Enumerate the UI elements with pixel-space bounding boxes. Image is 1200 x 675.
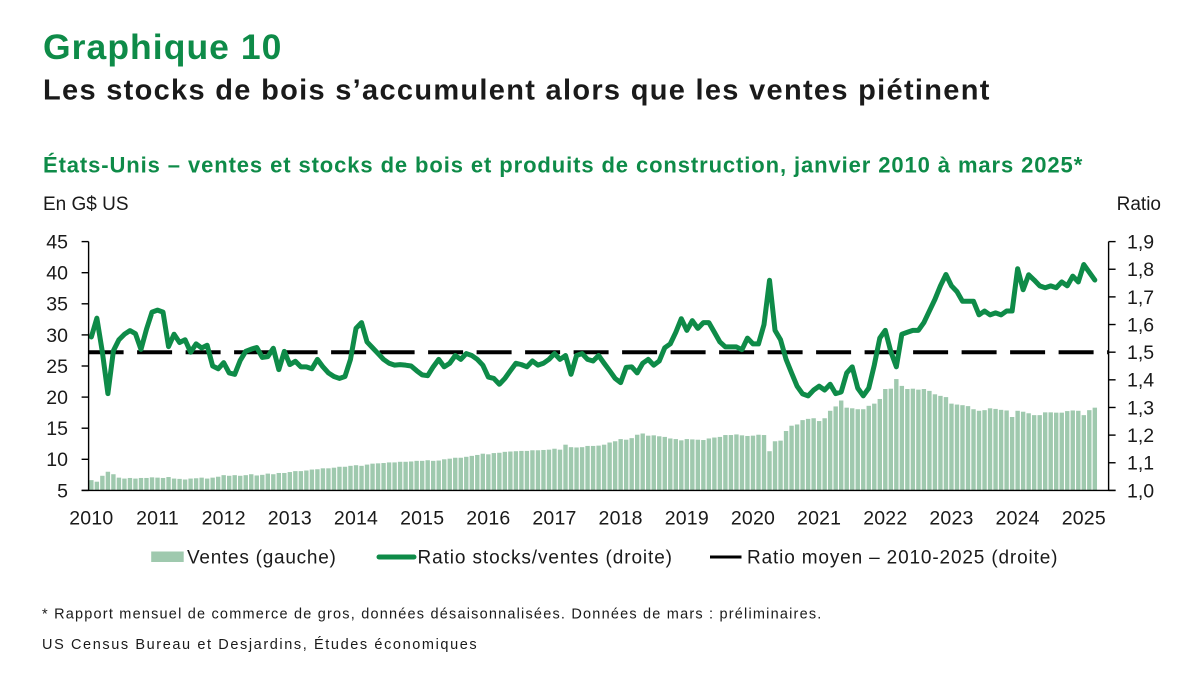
svg-text:20: 20 <box>46 387 68 409</box>
svg-text:2021: 2021 <box>797 508 841 530</box>
svg-text:2018: 2018 <box>599 508 643 530</box>
svg-text:Ratio: Ratio <box>1117 194 1161 215</box>
svg-text:2023: 2023 <box>929 508 973 530</box>
svg-text:30: 30 <box>46 325 68 347</box>
svg-text:1,1: 1,1 <box>1127 453 1154 475</box>
svg-text:Ratio stocks/ventes (droite): Ratio stocks/ventes (droite) <box>418 548 673 569</box>
svg-text:1,6: 1,6 <box>1127 314 1154 336</box>
svg-text:1,5: 1,5 <box>1127 342 1154 364</box>
svg-text:45: 45 <box>46 232 68 254</box>
svg-text:2010: 2010 <box>69 508 113 530</box>
svg-text:2020: 2020 <box>731 508 775 530</box>
svg-text:1,3: 1,3 <box>1127 397 1154 419</box>
svg-text:2013: 2013 <box>268 508 312 530</box>
svg-text:2024: 2024 <box>996 508 1040 530</box>
svg-text:2025: 2025 <box>1062 508 1106 530</box>
svg-text:2012: 2012 <box>202 508 246 530</box>
svg-text:1,0: 1,0 <box>1127 480 1154 502</box>
svg-text:10: 10 <box>46 449 68 471</box>
svg-text:1,4: 1,4 <box>1127 370 1154 392</box>
svg-text:2016: 2016 <box>466 508 510 530</box>
svg-text:US Census Bureau et Desjardins: US Census Bureau et Desjardins, Études é… <box>42 636 478 653</box>
svg-text:Graphique 10: Graphique 10 <box>43 27 282 67</box>
svg-text:1,8: 1,8 <box>1127 259 1154 281</box>
svg-text:2015: 2015 <box>400 508 444 530</box>
svg-text:1,2: 1,2 <box>1127 425 1154 447</box>
svg-text:2019: 2019 <box>665 508 709 530</box>
svg-text:* Rapport mensuel de commerce: * Rapport mensuel de commerce de gros, d… <box>42 607 823 623</box>
svg-text:2014: 2014 <box>334 508 378 530</box>
svg-text:25: 25 <box>46 356 68 378</box>
svg-text:1,9: 1,9 <box>1127 232 1154 254</box>
svg-text:États-Unis – ventes et stocks: États-Unis – ventes et stocks de bois et… <box>43 153 1083 178</box>
svg-text:Ventes (gauche): Ventes (gauche) <box>187 548 337 569</box>
svg-text:2011: 2011 <box>136 508 179 530</box>
svg-text:2022: 2022 <box>863 508 907 530</box>
svg-text:Ratio moyen – 2010-2025 (droit: Ratio moyen – 2010-2025 (droite) <box>747 548 1058 569</box>
svg-text:40: 40 <box>46 263 68 285</box>
svg-text:5: 5 <box>57 480 68 502</box>
svg-text:15: 15 <box>46 418 68 440</box>
svg-text:En G$ US: En G$ US <box>43 194 129 215</box>
svg-text:1,7: 1,7 <box>1127 287 1154 309</box>
svg-text:Les stocks de bois s’accumulen: Les stocks de bois s’accumulent alors qu… <box>43 75 991 107</box>
svg-text:35: 35 <box>46 294 68 316</box>
svg-text:2017: 2017 <box>532 508 576 530</box>
